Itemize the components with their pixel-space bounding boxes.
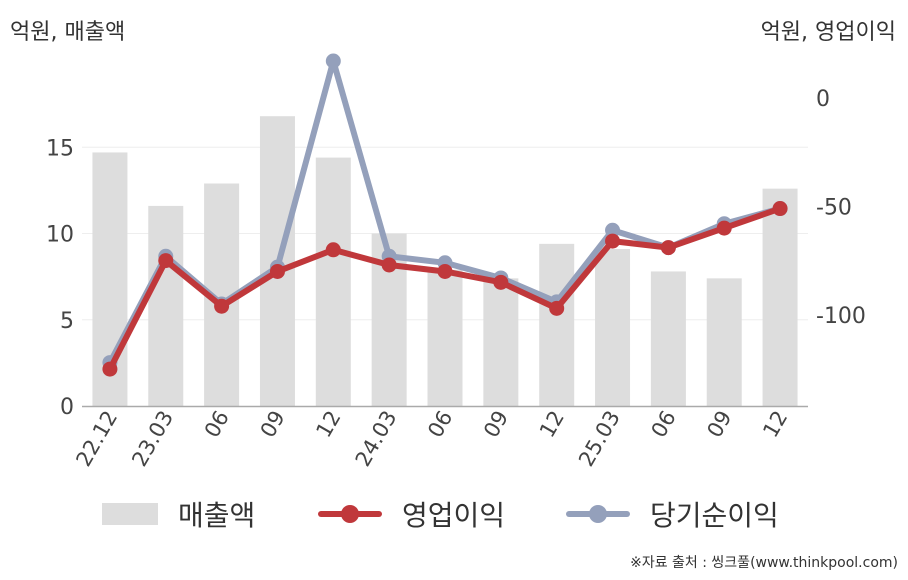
- category-label: 06: [423, 407, 457, 442]
- operating-profit-point: [437, 263, 453, 279]
- operating-profit-point: [158, 253, 174, 269]
- right-tick-label: -50: [816, 195, 852, 220]
- legend-label-net-income: 당기순이익: [650, 499, 779, 532]
- legend-label-operating-profit: 영업이익: [402, 499, 506, 532]
- operating-profit-point: [772, 201, 788, 217]
- category-label: 06: [200, 407, 234, 442]
- category-label: 23.03: [127, 407, 178, 471]
- operating-profit-point: [493, 274, 509, 290]
- left-tick-label: 0: [60, 395, 74, 420]
- operating-profit-point: [381, 257, 397, 273]
- legend-item-net-income[interactable]: 당기순이익: [566, 494, 779, 534]
- revenue-bar: [706, 278, 742, 406]
- right-tick-label: -100: [816, 304, 866, 329]
- legend-item-operating-profit[interactable]: 영업이익: [318, 494, 505, 534]
- revenue-bar: [595, 249, 631, 406]
- revenue-bar: [650, 271, 686, 406]
- operating-profit-point: [660, 240, 676, 256]
- revenue-bar: [148, 205, 184, 406]
- category-label: 06: [647, 407, 681, 442]
- net-income-point: [325, 53, 341, 69]
- net-income-point: [605, 222, 621, 238]
- legend-swatch-operating-profit: [318, 503, 382, 525]
- category-label: 09: [256, 407, 290, 442]
- category-label: 09: [702, 407, 736, 442]
- category-label: 12: [758, 407, 792, 442]
- operating-profit-point: [716, 220, 732, 236]
- revenue-bar: [315, 157, 351, 406]
- profit-lines: [102, 53, 788, 377]
- left-tick-label: 15: [46, 136, 74, 161]
- revenue-bar: [483, 278, 519, 406]
- left-tick-label: 5: [60, 309, 74, 334]
- category-label: 25.03: [574, 407, 625, 471]
- right-tick-label: 0: [816, 87, 830, 112]
- right-axis-unit: 억원, 영업이익: [760, 20, 896, 45]
- operating-profit-point: [549, 300, 565, 316]
- category-label: 12: [311, 407, 345, 442]
- legend-item-revenue[interactable]: 매출액: [102, 494, 255, 534]
- operating-profit-point: [325, 242, 341, 258]
- operating-profit-point: [102, 361, 118, 377]
- category-label: 22.12: [71, 407, 122, 471]
- revenue-bar: [427, 269, 463, 406]
- revenue-bar: [539, 243, 575, 406]
- legend-label-revenue: 매출액: [178, 499, 256, 532]
- operating-profit-point: [214, 298, 230, 314]
- operating-profit-point: [269, 263, 285, 279]
- legend-swatch-net-income: [566, 503, 630, 525]
- legend-swatch-revenue: [102, 503, 158, 525]
- operating-profit-point: [605, 233, 621, 249]
- left-tick-label: 10: [46, 223, 74, 248]
- category-label: 24.03: [351, 407, 402, 471]
- left-axis-unit: 억원, 매출액: [10, 20, 126, 45]
- category-label: 09: [479, 407, 513, 442]
- source-credit: ※자료 출처 : 씽크풀(www.thinkpool.com): [630, 555, 898, 571]
- revenue-bar: [762, 188, 798, 406]
- revenue-bars: [92, 116, 798, 406]
- category-label: 12: [535, 407, 569, 442]
- legend: 매출액 영업이익 당기순이익: [0, 494, 908, 534]
